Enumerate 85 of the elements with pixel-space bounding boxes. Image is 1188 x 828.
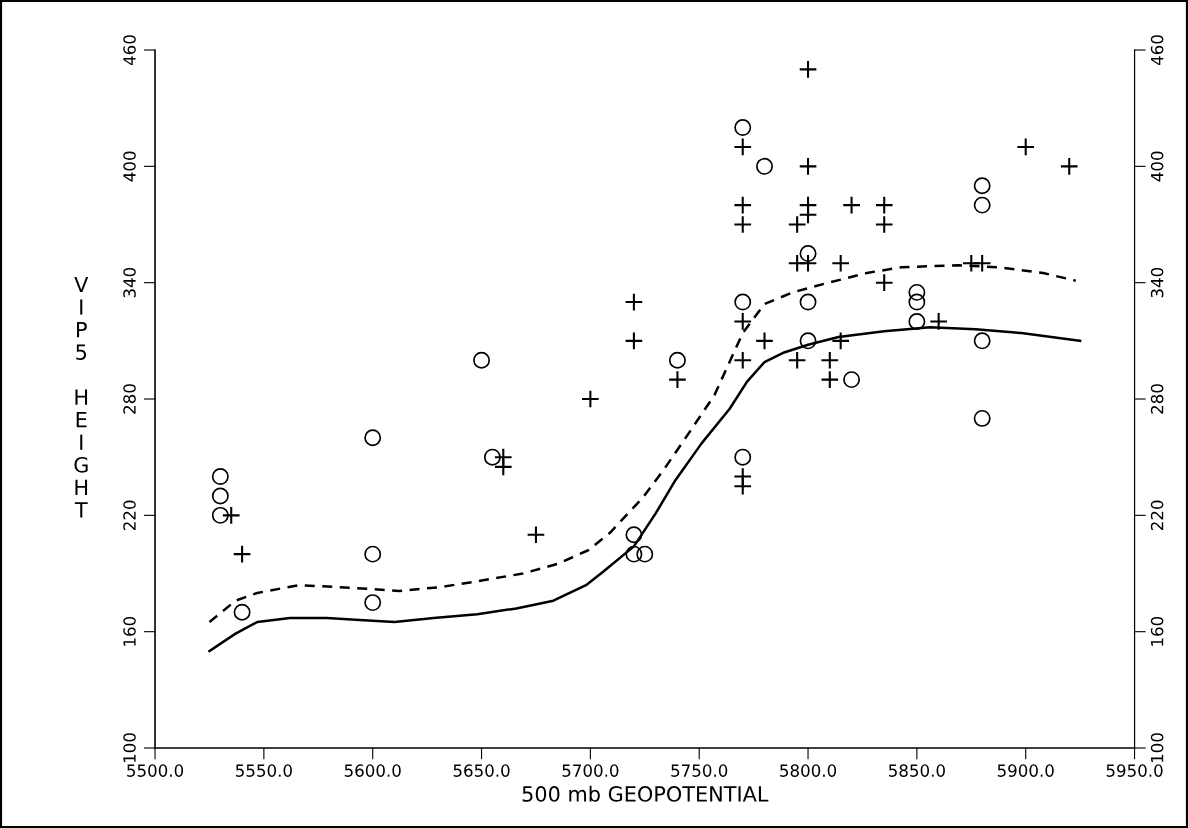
point <box>973 177 991 195</box>
x-tick-label: 5950.0 <box>1106 764 1163 777</box>
point <box>798 156 818 176</box>
point <box>1059 156 1079 176</box>
x-tick-label: 5600.0 <box>344 764 401 777</box>
point <box>1016 137 1036 157</box>
point <box>364 429 382 447</box>
point <box>874 195 894 215</box>
point <box>972 253 992 273</box>
point <box>831 331 851 351</box>
point <box>799 245 817 263</box>
point <box>820 350 840 370</box>
point <box>668 351 686 369</box>
point <box>211 506 229 524</box>
point <box>733 215 753 234</box>
y-tick-label: 340 <box>123 267 136 298</box>
x-tick-label: 5750.0 <box>671 764 728 777</box>
point <box>843 371 861 389</box>
point <box>973 409 991 427</box>
x-tick-label: 5700.0 <box>562 764 619 777</box>
point <box>799 293 817 311</box>
point <box>232 544 252 564</box>
x-tick-label: 5650.0 <box>453 764 510 777</box>
y-tick-label: 460 <box>123 35 136 66</box>
point <box>733 137 753 157</box>
y2-tick-label: 280 <box>1150 384 1164 414</box>
point <box>734 448 752 466</box>
point <box>842 195 861 215</box>
y2-tick-label: 220 <box>1150 500 1164 531</box>
point <box>787 350 807 370</box>
point <box>756 157 773 175</box>
y-tick-label: 280 <box>123 384 136 414</box>
x-axis-title: 500 mb GEOPOTENTIAL <box>522 785 769 802</box>
point <box>364 545 382 563</box>
point <box>908 293 926 311</box>
point <box>526 525 546 545</box>
x-tick-label: 5850.0 <box>889 764 945 777</box>
point <box>233 603 251 621</box>
y2-tick-label: 340 <box>1150 267 1164 298</box>
point <box>493 457 513 477</box>
point <box>734 293 752 311</box>
y-tick-label: 220 <box>123 500 136 531</box>
point <box>874 273 894 293</box>
point <box>799 332 817 350</box>
point <box>798 253 818 273</box>
x-tick-label: 5800.0 <box>780 764 837 777</box>
x-tick-label: 5550.0 <box>236 764 292 777</box>
point <box>211 487 229 505</box>
y2-tick-label: 460 <box>1150 35 1164 66</box>
point <box>624 331 644 351</box>
point <box>908 312 926 330</box>
point <box>636 545 654 563</box>
point <box>668 370 687 389</box>
y2-tick-label: 100 <box>1150 733 1164 763</box>
point <box>625 545 643 563</box>
point <box>364 594 382 612</box>
point <box>973 196 991 214</box>
point <box>874 215 894 234</box>
point <box>221 505 241 525</box>
point <box>831 253 851 273</box>
point <box>733 312 753 331</box>
point <box>625 526 643 544</box>
point <box>581 389 600 409</box>
point <box>973 332 991 350</box>
text: VIP5 HEIGHT <box>74 276 89 518</box>
y-tick-label: 400 <box>123 151 136 182</box>
point <box>820 370 840 389</box>
point <box>624 292 644 312</box>
y2-tick-label: 160 <box>1150 616 1164 646</box>
point <box>733 476 753 496</box>
point <box>734 119 752 137</box>
point <box>483 448 501 466</box>
y-tick-label: 160 <box>123 616 136 646</box>
x-tick-label: 5900.0 <box>997 764 1054 777</box>
y-tick-label: 100 <box>123 733 136 763</box>
point <box>929 312 949 331</box>
point <box>908 283 926 301</box>
x-tick-label: 5500.0 <box>127 764 184 777</box>
point <box>755 331 774 351</box>
point <box>798 60 818 79</box>
y2-tick-label: 400 <box>1150 151 1164 182</box>
point <box>211 468 229 486</box>
point <box>733 350 753 370</box>
point <box>473 351 491 369</box>
point <box>733 195 753 215</box>
